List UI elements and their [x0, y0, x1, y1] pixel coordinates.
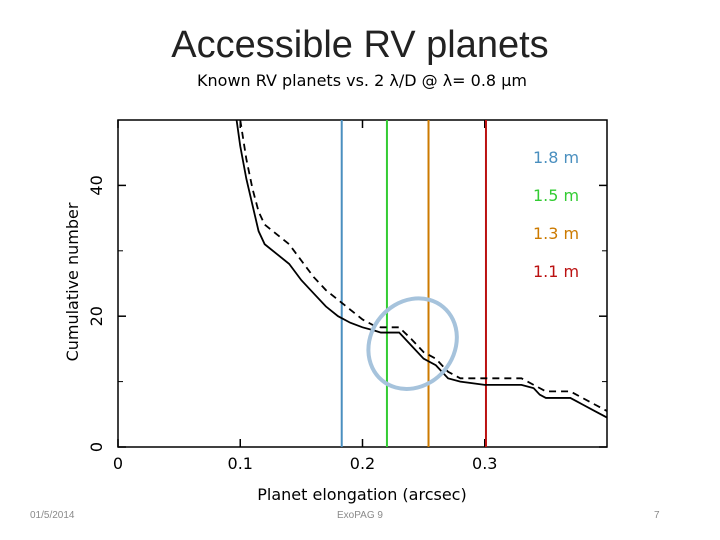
- chart-title: Known RV planets vs. 2 λ/D @ λ= 0.8 μm: [197, 71, 527, 90]
- legend-label: 1.5 m: [533, 186, 579, 205]
- slide-title: Accessible RV planets: [171, 24, 549, 66]
- x-tick-label: 0.3: [472, 454, 497, 473]
- plot-frame: [117, 119, 608, 448]
- footer-date: 01/5/2014: [30, 510, 75, 521]
- legend-label: 1.1 m: [533, 262, 579, 281]
- page-number: 7: [654, 510, 660, 521]
- legend-label: 1.8 m: [533, 148, 579, 167]
- series-solid: [235, 120, 607, 419]
- series-dashed: [239, 120, 607, 412]
- x-tick-label: 0.1: [228, 454, 253, 473]
- y-tick-label: 0: [87, 442, 106, 452]
- footer-event: ExoPAG 9: [337, 510, 383, 521]
- y-axis-label: Cumulative number: [63, 202, 82, 361]
- y-tick-label: 40: [87, 175, 106, 195]
- x-tick-label: 0.2: [350, 454, 375, 473]
- y-tick-label: 20: [87, 306, 106, 326]
- highlight-ellipse: [366, 296, 459, 391]
- legend-label: 1.3 m: [533, 224, 579, 243]
- x-axis-label: Planet elongation (arcsec): [257, 485, 466, 504]
- x-tick-label: 0: [113, 454, 123, 473]
